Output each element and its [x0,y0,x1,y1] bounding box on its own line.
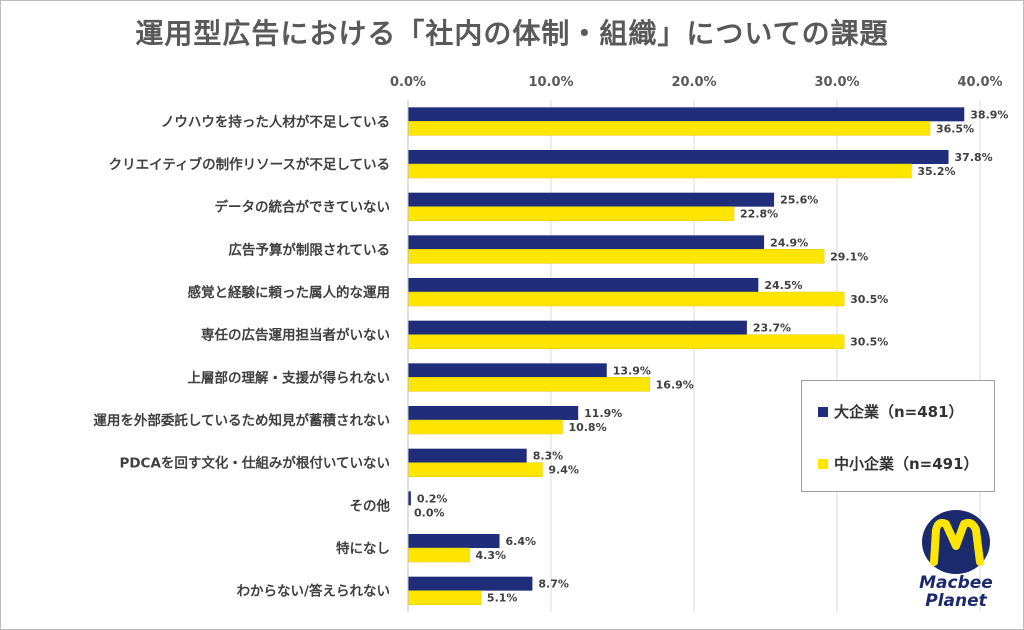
data-label-large: 38.9% [970,108,1008,121]
bar-small [407,547,470,563]
bar-small [407,419,563,435]
data-label-large: 25.6% [780,194,818,207]
macbee-planet-logo: Macbee Planet [906,506,1006,616]
category-label: 特になし [336,540,390,557]
data-label-small: 5.1% [487,592,518,605]
data-label-small: 35.2% [917,165,955,178]
logo-mark-icon [922,510,990,574]
bar-large [408,235,765,250]
category-label: 運用を外部委託しているため知見が蓄積されない [93,412,390,429]
data-label-large: 8.7% [538,578,569,591]
bar-small [407,163,912,179]
data-label-large: 6.4% [506,535,537,548]
logo-text-line2: Planet [925,591,987,611]
bar-large [408,448,527,463]
data-label-small: 30.5% [850,336,888,349]
legend-item-small: 中小企業（n=491） [818,453,979,474]
bar-large [408,534,500,548]
bar-small [407,121,931,136]
data-label-small: 9.4% [548,464,579,477]
legend-label-small: 中小企業（n=491） [834,455,979,473]
bar-small [407,206,735,221]
data-label-small: 0.0% [414,506,445,519]
bar-large [408,278,759,292]
category-label: データの統合ができていない [215,199,391,216]
data-label-large: 37.8% [955,151,993,164]
category-label: その他 [350,497,391,514]
category-label: わからない/答えられない [237,583,390,600]
category-label: 感覚と経験に頼った属人的な運用 [188,284,391,301]
bar-small [407,590,482,605]
bar-large [408,491,411,506]
data-label-small: 4.3% [475,549,506,562]
data-label-large: 13.9% [613,364,651,377]
bar-large [408,107,965,122]
category-label: PDCAを回す文化・仕組みが根付いていない [119,455,390,472]
legend-label-large: 大企業（n=481） [834,403,964,421]
legend-swatch-small [818,458,828,469]
category-label: クリエイティブの制作リソースが不足している [109,156,390,173]
category-label: 上層部の理解・支援が得られない [188,369,391,386]
data-label-large: 0.2% [417,492,448,505]
data-label-large: 11.9% [584,407,622,420]
data-label-small: 29.1% [830,250,868,263]
bar-small [407,334,845,349]
bar-large [408,363,607,378]
category-label: 広告予算が制限されている [228,241,390,258]
x-tick-label: 40.0% [957,75,1002,90]
bar-large [408,406,579,420]
data-label-large: 24.9% [770,236,808,249]
data-label-large: 23.7% [753,322,791,335]
bar-small [407,377,650,392]
bar-small [407,462,543,477]
data-label-large: 24.5% [764,279,802,292]
bar-large [408,192,775,207]
bar-large [408,320,747,335]
legend-item-large: 大企業（n=481） [818,401,964,422]
x-tick-label: 10.0% [528,75,573,90]
data-label-large: 8.3% [533,450,564,463]
data-label-small: 16.9% [656,378,694,391]
legend: 大企業（n=481） 中小企業（n=491） [801,380,995,492]
bar-small [407,291,845,307]
bar-small [407,249,825,264]
bar-large [408,150,949,164]
data-label-small: 36.5% [936,122,974,135]
data-label-small: 30.5% [850,293,888,306]
legend-swatch-large [818,406,828,417]
x-tick-label: 30.0% [814,75,859,90]
category-label: ノウハウを持った人材が不足している [161,113,390,130]
data-label-small: 22.8% [740,208,778,221]
bar-large [408,576,533,591]
data-label-small: 10.8% [568,421,606,434]
chart-title: 運用型広告における「社内の体制・組織」についての課題 [135,17,889,50]
category-label: 専任の広告運用担当者がいない [201,327,390,344]
x-tick-label: 20.0% [671,75,716,90]
logo-text-line1: Macbee [919,573,993,593]
x-tick-label: 0.0% [390,75,426,90]
